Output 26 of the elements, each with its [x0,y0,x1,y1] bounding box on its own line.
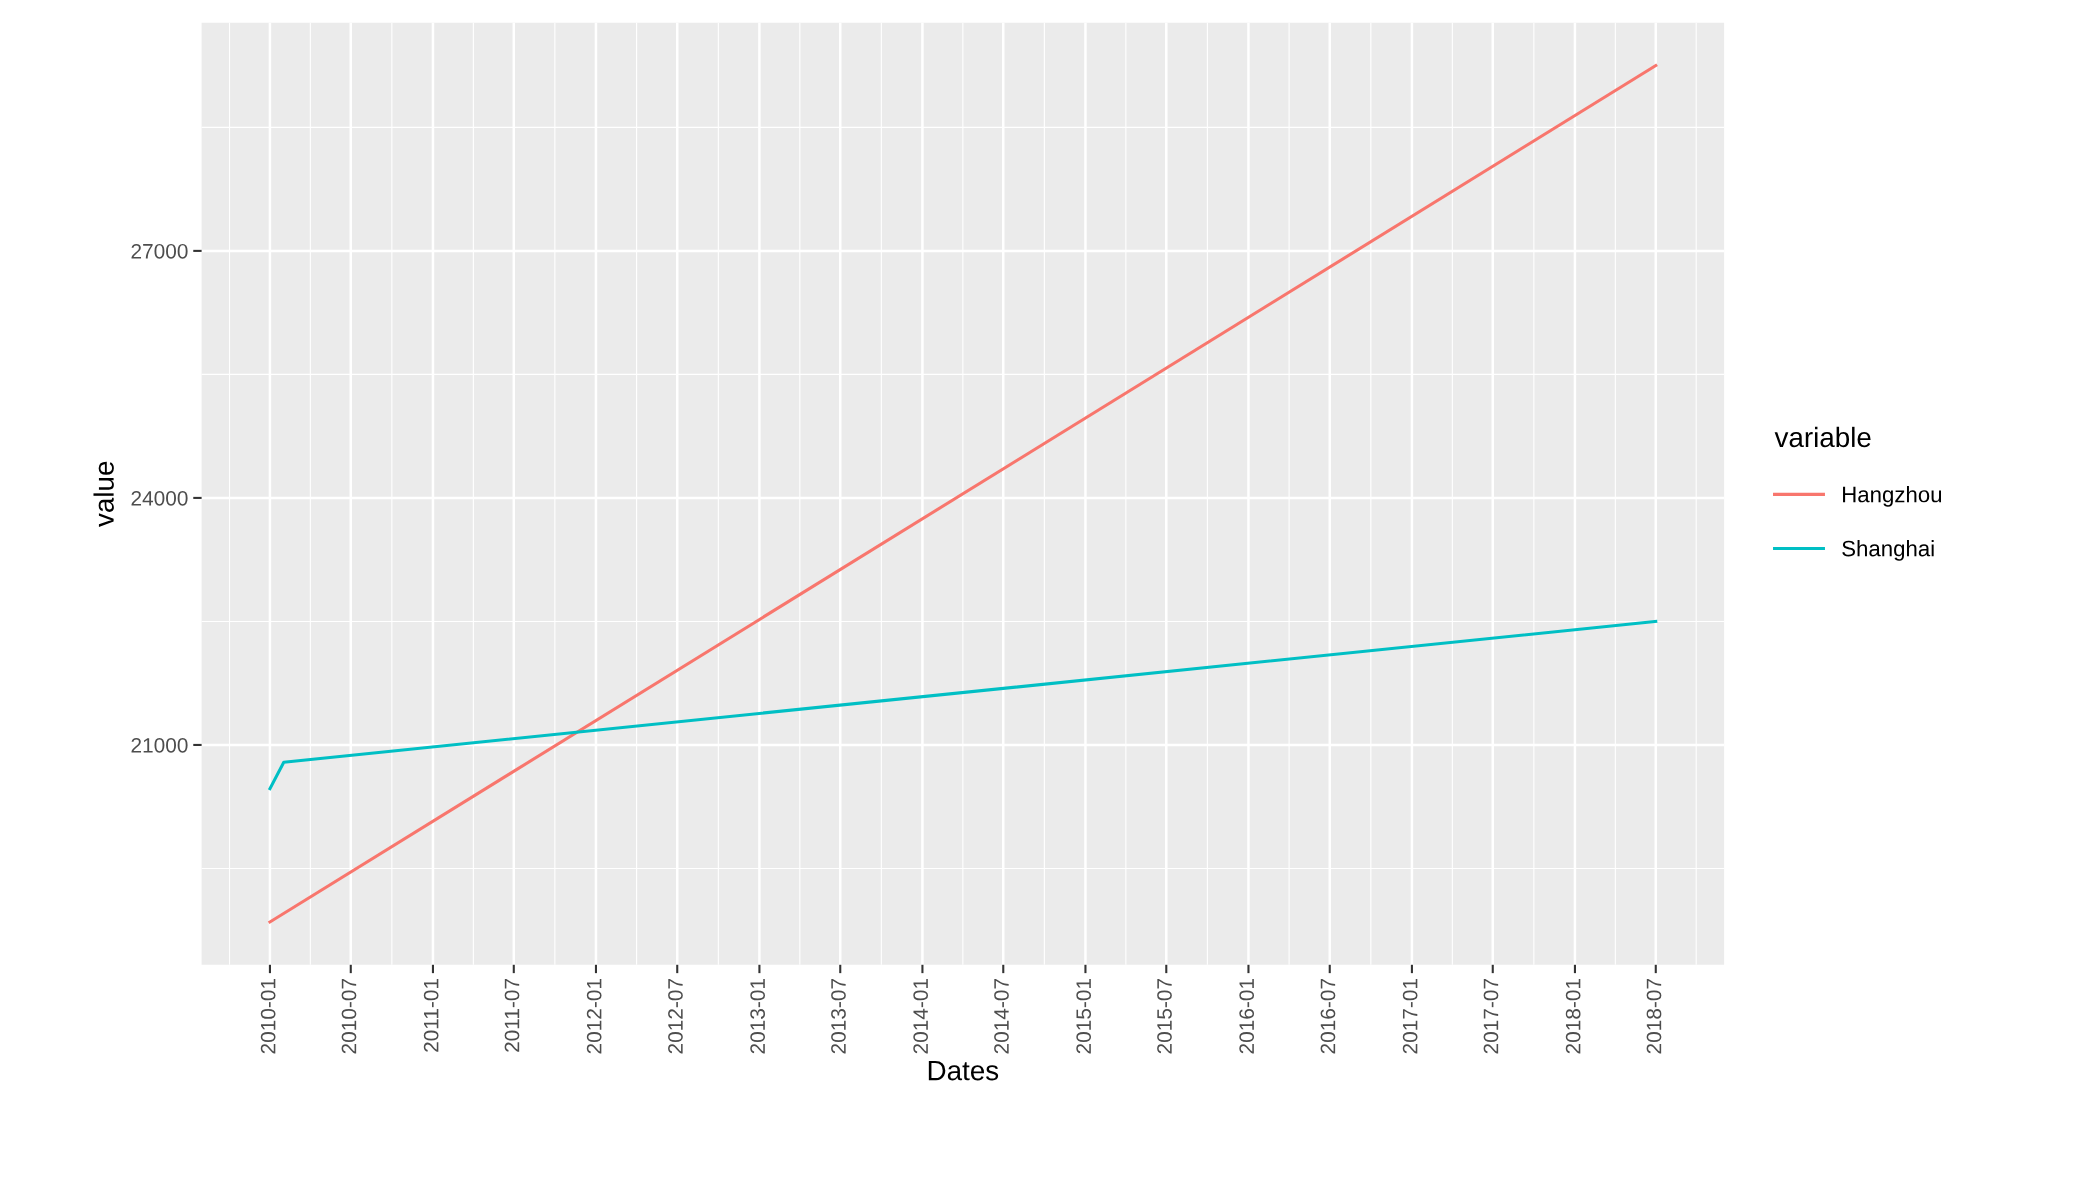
y-tick-label: 27000 [131,243,188,259]
x-tick-label: 2017-07 [1483,979,1499,1054]
x-tick-label: 2018-01 [1565,979,1581,1054]
y-axis-title: value [93,461,114,527]
x-tick-label: 2014-01 [913,979,929,1054]
x-tick-label: 2018-07 [1646,979,1662,1054]
x-tick-label: 2015-01 [1076,979,1092,1054]
x-tick-label: 2012-07 [668,979,683,1054]
legend-title: variable [1774,426,1871,448]
legend-label: Hangzhou [1843,486,1942,507]
x-axis-title: Dates [928,1061,999,1081]
x-tick-label: 2013-01 [750,979,766,1054]
x-tick-label: 2013-07 [831,979,846,1054]
x-tick-label: 2014-07 [994,979,1009,1054]
x-tick-label: 2010-07 [341,979,357,1054]
x-tick-label: 2015-07 [1157,979,1172,1054]
x-tick-label: 2016-01 [1239,979,1255,1054]
x-tick-label: 2010-01 [260,979,276,1054]
legend-label: Shanghai [1842,540,1934,561]
x-tick-label: 2012-01 [586,979,602,1054]
x-tick-label: 2011-01 [423,979,439,1052]
x-tick-label: 2016-07 [1320,979,1336,1054]
y-tick-label: 24000 [131,490,188,506]
x-tick-label: 2011-07 [504,979,520,1052]
x-tick-label: 2017-01 [1402,979,1418,1054]
y-tick-label: 21000 [131,737,188,753]
